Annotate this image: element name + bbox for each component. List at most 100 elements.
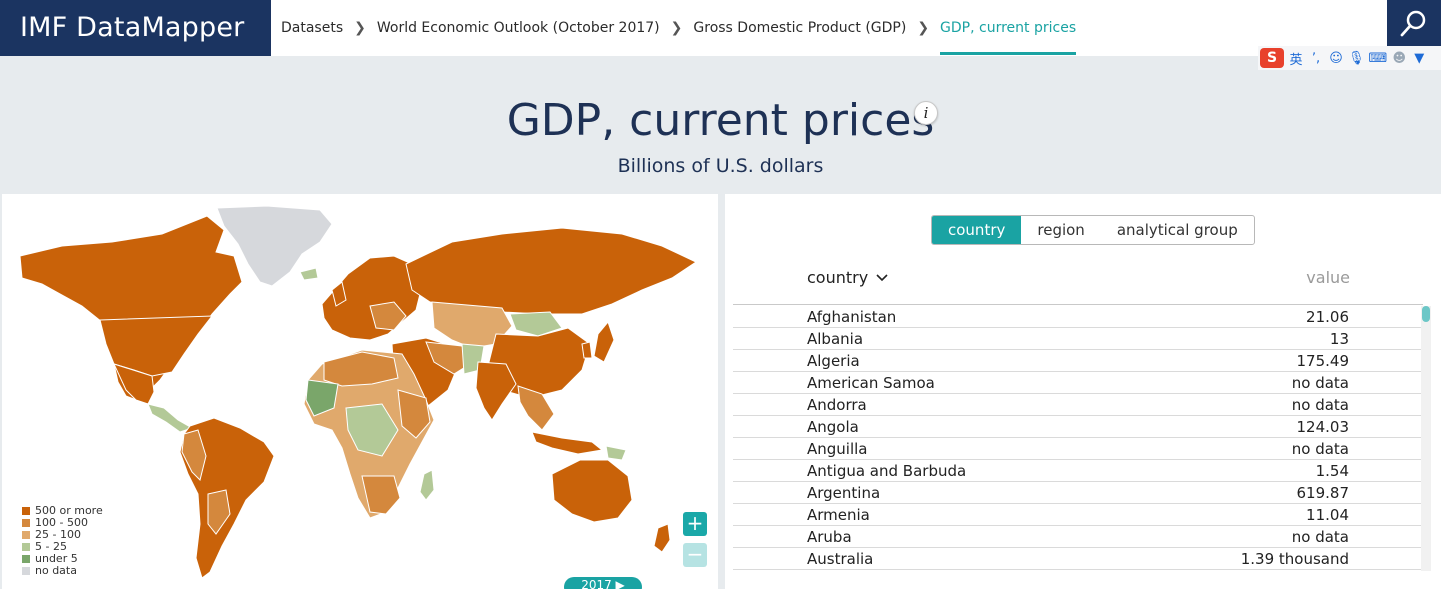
map-panel: 500 or more 100 - 500 25 - 100 5 - 25 un… <box>2 194 718 589</box>
map-region-greenland <box>216 205 333 287</box>
table-row[interactable]: Afghanistan 21.06 <box>733 306 1423 328</box>
table-row[interactable]: Aruba no data <box>733 526 1423 548</box>
table-row[interactable]: Albania 13 <box>733 328 1423 350</box>
ime-lang-toggle[interactable]: 英 <box>1289 52 1303 68</box>
table-row[interactable]: Angola 124.03 <box>733 416 1423 438</box>
map-region-indonesia <box>531 431 604 455</box>
map-legend: 500 or more 100 - 500 25 - 100 5 - 25 un… <box>22 505 103 577</box>
map-region-southern-africa <box>361 475 401 515</box>
legend-item: 100 - 500 <box>22 517 103 529</box>
chevron-right-icon: ❯ <box>354 20 366 36</box>
breadcrumb-datasets[interactable]: Datasets <box>281 20 344 36</box>
page-subtitle: Billions of U.S. dollars <box>617 155 824 177</box>
legend-item: 500 or more <box>22 505 103 517</box>
cell-country: Antigua and Barbuda <box>807 462 967 480</box>
emoji-icon[interactable]: ☺ <box>1329 50 1343 66</box>
table-row[interactable]: Australia 1.39 thousand <box>733 548 1423 570</box>
legend-item: 5 - 25 <box>22 541 103 553</box>
breadcrumb-current[interactable]: GDP, current prices <box>940 0 1077 56</box>
chevron-right-icon: ❯ <box>670 20 683 36</box>
legend-item: under 5 <box>22 553 103 565</box>
breadcrumb-weo[interactable]: World Economic Outlook (October 2017) <box>376 20 660 36</box>
legend-label: 5 - 25 <box>35 540 67 553</box>
cell-value: 175.49 <box>1296 352 1350 370</box>
cell-country: Anguilla <box>807 440 868 458</box>
map-region-uk <box>331 281 347 307</box>
table-row[interactable]: Antigua and Barbuda 1.54 <box>733 460 1423 482</box>
world-map[interactable] <box>2 194 718 589</box>
zoom-out-button[interactable]: − <box>683 543 707 567</box>
table-scrollbar[interactable] <box>1421 306 1431 571</box>
legend-swatch <box>22 543 30 551</box>
column-header-value[interactable]: value <box>1306 268 1350 287</box>
map-region-png <box>605 445 627 461</box>
tab-analytical-group[interactable]: analytical group <box>1116 221 1238 239</box>
sogou-logo-icon[interactable]: S <box>1260 48 1284 68</box>
search-icon <box>1400 10 1426 37</box>
zoom-in-button[interactable]: + <box>683 512 707 536</box>
cell-country: Armenia <box>807 506 870 524</box>
table-row[interactable]: Algeria 175.49 <box>733 350 1423 372</box>
breadcrumb-gdp[interactable]: Gross Domestic Product (GDP) <box>693 20 907 36</box>
cell-country: Afghanistan <box>807 308 897 326</box>
info-button[interactable]: i <box>914 101 938 125</box>
map-region-southern-cone <box>207 489 231 535</box>
header-divider <box>733 304 1423 305</box>
map-region-north-africa <box>323 351 399 387</box>
chevron-down-icon <box>876 274 888 282</box>
table-row[interactable]: Andorra no data <box>733 394 1423 416</box>
cell-value: 1.54 <box>1315 462 1349 480</box>
legend-item: 25 - 100 <box>22 529 103 541</box>
mic-icon[interactable]: 🎙 <box>1348 50 1365 66</box>
map-region-central-america <box>147 403 194 433</box>
country-table: Afghanistan 21.06 Albania 13 Algeria 175.49… <box>733 306 1423 570</box>
map-region-japan <box>593 320 615 363</box>
column-header-label: country <box>807 268 869 287</box>
keyboard-icon[interactable]: ⌨ <box>1368 50 1388 66</box>
data-panel: country region analytical group country … <box>725 194 1441 589</box>
punctuation-icon[interactable]: ʼ, <box>1311 50 1321 66</box>
cell-country: Australia <box>807 550 874 568</box>
table-row[interactable]: Armenia 11.04 <box>733 504 1423 526</box>
year-play-button[interactable]: 2017 ▶ <box>564 577 642 589</box>
search-button[interactable] <box>1387 0 1441 46</box>
legend-label: 500 or more <box>35 504 103 517</box>
map-region-iran-region <box>425 341 471 375</box>
scrollbar-thumb[interactable] <box>1422 306 1430 322</box>
table-row[interactable]: American Samoa no data <box>733 372 1423 394</box>
grouping-tabs: country region analytical group <box>931 215 1255 245</box>
map-region-east-africa <box>397 389 431 439</box>
cell-country: Argentina <box>807 484 881 502</box>
map-region-iceland <box>299 267 319 281</box>
table-row[interactable]: Anguilla no data <box>733 438 1423 460</box>
map-region-russia <box>405 227 698 315</box>
cell-country: Andorra <box>807 396 867 414</box>
map-region-andes <box>181 429 207 481</box>
legend-swatch <box>22 555 30 563</box>
legend-swatch <box>22 531 30 539</box>
legend-swatch <box>22 507 30 515</box>
cell-value: no data <box>1291 440 1349 458</box>
page-title: GDP, current prices <box>506 95 935 146</box>
legend-item: no data <box>22 565 103 577</box>
table-row[interactable]: Argentina 619.87 <box>733 482 1423 504</box>
cell-value: no data <box>1291 528 1349 546</box>
map-region-india <box>475 361 517 421</box>
map-region-madagascar <box>419 469 435 501</box>
map-region-usa <box>99 315 214 377</box>
map-region-eastern-europe <box>369 301 407 331</box>
brand-logo[interactable]: IMF DataMapper <box>0 0 271 56</box>
map-region-australia <box>551 459 633 523</box>
user-icon[interactable]: ☻ <box>1392 50 1407 66</box>
map-region-central-africa <box>345 403 399 457</box>
column-header-country[interactable]: country <box>807 268 888 287</box>
legend-swatch <box>22 519 30 527</box>
legend-label: 25 - 100 <box>35 528 81 541</box>
tab-region[interactable]: region <box>1037 221 1085 239</box>
skin-icon[interactable]: ▼ <box>1414 50 1425 66</box>
cell-country: American Samoa <box>807 374 935 392</box>
cell-value: 1.39 thousand <box>1240 550 1349 568</box>
tab-country[interactable]: country <box>932 216 1022 244</box>
map-region-sahel <box>305 379 339 417</box>
map-region-mongolia <box>509 311 563 337</box>
